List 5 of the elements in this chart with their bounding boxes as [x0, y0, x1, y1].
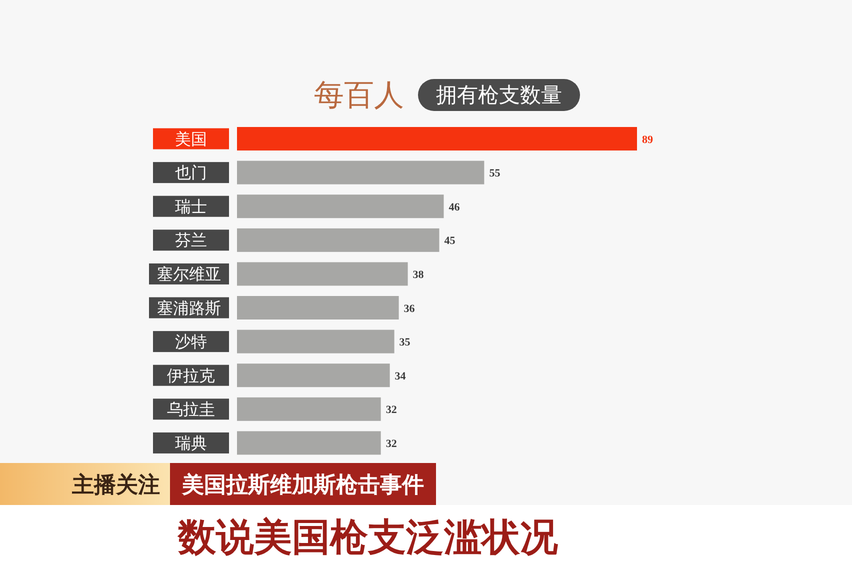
annotation: 美国拉斯维加斯枪击事件	[182, 473, 424, 498]
annotation: 主播关注	[72, 473, 160, 498]
subtitle: 拥有枪支数量	[436, 83, 562, 107]
title: 每百人	[314, 78, 404, 113]
annotation: 数说美国枪支泛滥状况	[178, 515, 558, 559]
